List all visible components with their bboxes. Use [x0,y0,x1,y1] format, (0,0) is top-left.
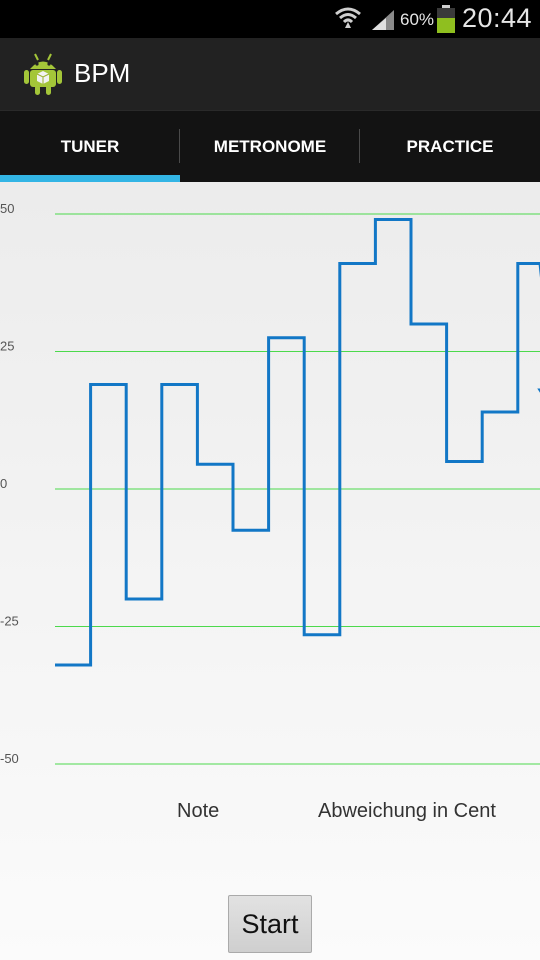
deviation-chart: 50 25 0 -25 -50 [0,201,540,766]
status-bar: 60% 20:44 [0,0,540,38]
y-tick-label: 25 [0,339,14,354]
note-label: Note [177,800,220,822]
battery-icon [436,5,456,38]
signal-icon [370,8,396,37]
tab-tuner[interactable]: TUNER [0,111,180,183]
tuner-content: 50 25 0 -25 -50 Note Abweichung in Cent Star… [0,182,540,960]
y-tick-label: 0 [0,476,7,491]
tab-metronome[interactable]: METRONOME [180,111,360,183]
wifi-icon [334,4,362,37]
y-tick-label: 50 [0,201,14,216]
tab-bar: TUNER METRONOME PRACTICE [0,110,540,183]
start-button[interactable]: Start [228,895,312,953]
deviation-label: Abweichung in Cent [318,800,496,822]
tab-divider [359,129,360,163]
tab-selected-indicator [0,175,180,183]
tab-metronome-label: METRONOME [213,137,327,156]
clock: 20:44 [462,3,533,33]
tab-practice[interactable]: PRACTICE [360,111,540,183]
tab-practice-label: PRACTICE [406,137,494,156]
y-tick-label: -25 [0,614,19,629]
tab-tuner-label: TUNER [60,137,120,156]
y-tick-label: -50 [0,751,19,766]
android-icon [24,52,62,101]
series-line [55,218,540,667]
tab-divider [179,129,180,163]
battery-percent: 60% [400,10,435,29]
action-bar: BPM [0,38,540,110]
app-title: BPM [74,58,131,88]
